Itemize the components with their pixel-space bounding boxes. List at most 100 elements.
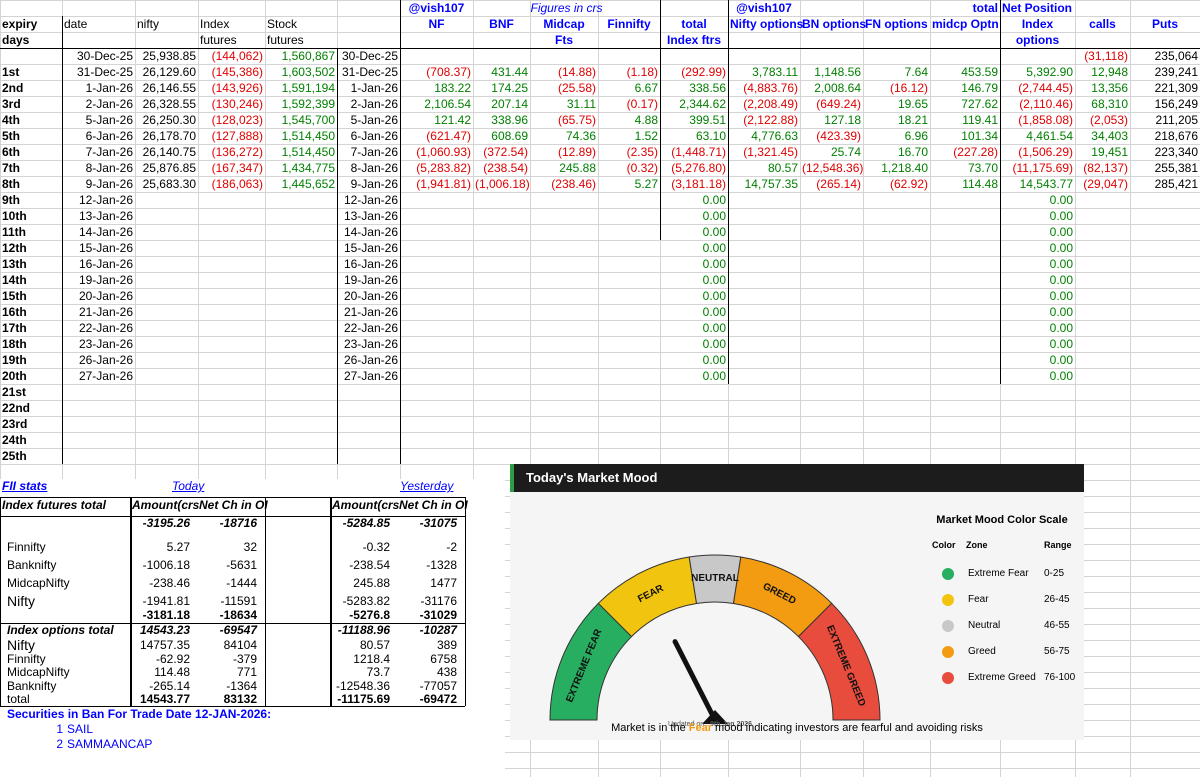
date-cell[interactable]: 14-Jan-26 [78, 225, 133, 239]
options-name[interactable]: MidcapNifty [7, 665, 70, 679]
tot-cell[interactable]: 0.00 [702, 257, 726, 271]
bnopt-cell[interactable]: 25.74 [830, 145, 861, 159]
calls-cell[interactable]: (29,047) [1083, 177, 1128, 191]
tot-cell[interactable]: 0.00 [702, 193, 726, 207]
options-sum-today-amt[interactable]: 14543.77 [139, 692, 190, 706]
date-cell[interactable]: 30-Dec-25 [76, 49, 133, 63]
options-today-netch[interactable]: 84104 [223, 638, 257, 652]
futures-total-yesterday-amt[interactable]: -5284.85 [342, 516, 390, 530]
bnf-cell[interactable]: 338.96 [491, 113, 528, 127]
ban-item-number[interactable]: 1 [56, 722, 63, 736]
idxopt-cell[interactable]: (2,110.46) [1019, 97, 1073, 111]
tot-cell[interactable]: 0.00 [702, 369, 726, 383]
idxopt-cell[interactable]: 0.00 [1049, 337, 1073, 351]
date-cell-2[interactable]: 7-Jan-26 [350, 145, 398, 159]
date-cell-2[interactable]: 13-Jan-26 [343, 209, 398, 223]
bnopt-cell[interactable]: (12,548.36) [802, 161, 864, 175]
date-cell-2[interactable]: 16-Jan-26 [343, 257, 398, 271]
expiry-day[interactable]: 13th [2, 257, 27, 271]
idxopt-cell[interactable]: 0.00 [1049, 369, 1073, 383]
tot-cell[interactable]: 63.10 [695, 129, 726, 143]
nopt-cell[interactable]: 3,783.11 [752, 65, 798, 79]
options-sum-yesterday-amt[interactable]: -11175.69 [337, 692, 390, 706]
futures-total-today-netch[interactable]: -18716 [219, 516, 257, 530]
col-fn-options[interactable]: FN options [865, 17, 928, 31]
fin-cell[interactable]: 4.88 [634, 113, 658, 127]
options-total-yesterday-amt[interactable]: -11188.96 [337, 623, 390, 637]
futures-today-amt[interactable]: 5.27 [166, 540, 190, 554]
futures-today-netch[interactable]: 32 [243, 540, 257, 554]
nifty-cell[interactable]: 26,140.75 [142, 145, 196, 159]
mopt-cell[interactable]: 73.70 [967, 161, 998, 175]
expiry-day[interactable]: 22nd [2, 401, 31, 415]
nopt-cell[interactable]: 4,776.63 [751, 129, 798, 143]
nf-cell[interactable]: (5,283.82) [416, 161, 471, 175]
options-yesterday-netch[interactable]: -77057 [419, 678, 457, 693]
col-stock[interactable]: Stock [267, 17, 298, 31]
tot-cell[interactable]: 399.51 [689, 113, 726, 127]
futures-today-netch[interactable]: -11591 [220, 594, 257, 608]
futures-yesterday-amt[interactable]: -238.54 [349, 558, 390, 572]
futures-yesterday-amt[interactable]: -0.32 [362, 540, 390, 554]
index-futures-cell[interactable]: (127,888) [211, 129, 263, 143]
expiry-day[interactable]: 8th [2, 177, 20, 191]
expiry-day[interactable]: 23rd [2, 417, 28, 431]
mopt-cell[interactable]: 146.79 [961, 81, 998, 95]
col-index-futures[interactable]: futures [200, 33, 237, 47]
idxopt-cell[interactable]: (1,858.08) [1018, 113, 1073, 127]
futures-yesterday-netch[interactable]: 1477 [430, 576, 457, 590]
bnopt-cell[interactable]: 2,008.64 [814, 81, 861, 95]
calls-cell[interactable]: (2,053) [1089, 113, 1128, 127]
idxopt-cell[interactable]: 0.00 [1049, 241, 1073, 255]
stock-futures-cell[interactable]: 1,514,450 [281, 145, 335, 159]
tot-cell[interactable]: 0.00 [702, 337, 726, 351]
date-cell[interactable]: 7-Jan-26 [85, 145, 133, 159]
nifty-cell[interactable]: 26,328.55 [142, 97, 196, 111]
date-cell[interactable]: 26-Jan-26 [78, 353, 133, 367]
puts-cell[interactable]: 285,421 [1154, 177, 1198, 191]
fin-cell[interactable]: 5.27 [634, 177, 658, 191]
date-cell-2[interactable]: 9-Jan-26 [350, 177, 398, 191]
nf-cell[interactable]: (621.47) [426, 129, 471, 143]
index-futures-cell[interactable]: (128,023) [211, 113, 263, 127]
date-cell-2[interactable]: 30-Dec-25 [341, 49, 398, 63]
col-index[interactable]: Index [200, 17, 230, 31]
expiry-day[interactable]: 19th [2, 353, 27, 367]
expiry-day[interactable]: 16th [2, 305, 27, 319]
futures-today-netch[interactable]: -1444 [226, 576, 257, 590]
calls-cell[interactable]: 13,356 [1091, 81, 1128, 95]
idxopt-cell[interactable]: 0.00 [1049, 305, 1073, 319]
tot-cell[interactable]: 0.00 [702, 241, 726, 255]
mopt-cell[interactable]: 119.41 [962, 113, 998, 127]
nifty-cell[interactable]: 25,876.85 [142, 161, 196, 175]
stock-futures-cell[interactable]: 1,591,194 [281, 81, 335, 95]
index-futures-cell[interactable]: (130,246) [211, 97, 263, 111]
futures-total-yesterday-netch[interactable]: -31075 [419, 516, 457, 530]
puts-cell[interactable]: 221,309 [1154, 81, 1198, 95]
nopt-cell[interactable]: (2,122.88) [743, 113, 798, 127]
puts-cell[interactable]: 255,381 [1154, 161, 1198, 175]
fin-cell[interactable]: 1.52 [634, 129, 658, 143]
col-finnifty[interactable]: Finnifty [607, 17, 651, 31]
bnopt-cell[interactable]: (265.14) [816, 177, 861, 191]
futures-name[interactable]: Banknifty [7, 558, 57, 572]
date-cell[interactable]: 5-Jan-26 [85, 113, 133, 127]
col-midcap-fts[interactable]: Fts [555, 33, 573, 47]
puts-cell[interactable]: 239,241 [1154, 65, 1198, 79]
mopt-cell[interactable]: 453.59 [961, 65, 998, 79]
puts-cell[interactable]: 156,249 [1154, 97, 1198, 111]
stock-futures-cell[interactable]: 1,514,450 [281, 129, 335, 143]
date-cell[interactable]: 19-Jan-26 [78, 273, 133, 287]
ban-item-number[interactable]: 2 [56, 737, 63, 751]
expiry-day[interactable]: 21st [2, 385, 27, 399]
date-cell[interactable]: 9-Jan-26 [85, 177, 133, 191]
nopt-cell[interactable]: 80.57 [767, 161, 798, 175]
col-calls[interactable]: calls [1089, 17, 1116, 31]
header-net-position[interactable]: Net Position [1002, 1, 1073, 15]
date-cell-2[interactable]: 6-Jan-26 [350, 129, 398, 143]
ban-item-symbol[interactable]: SAMMAANCAP [67, 737, 153, 751]
futures-today-amt[interactable]: -1941.81 [142, 594, 190, 608]
options-today-netch[interactable]: -1364 [226, 678, 257, 693]
fnopt-cell[interactable]: 19.65 [897, 97, 928, 111]
